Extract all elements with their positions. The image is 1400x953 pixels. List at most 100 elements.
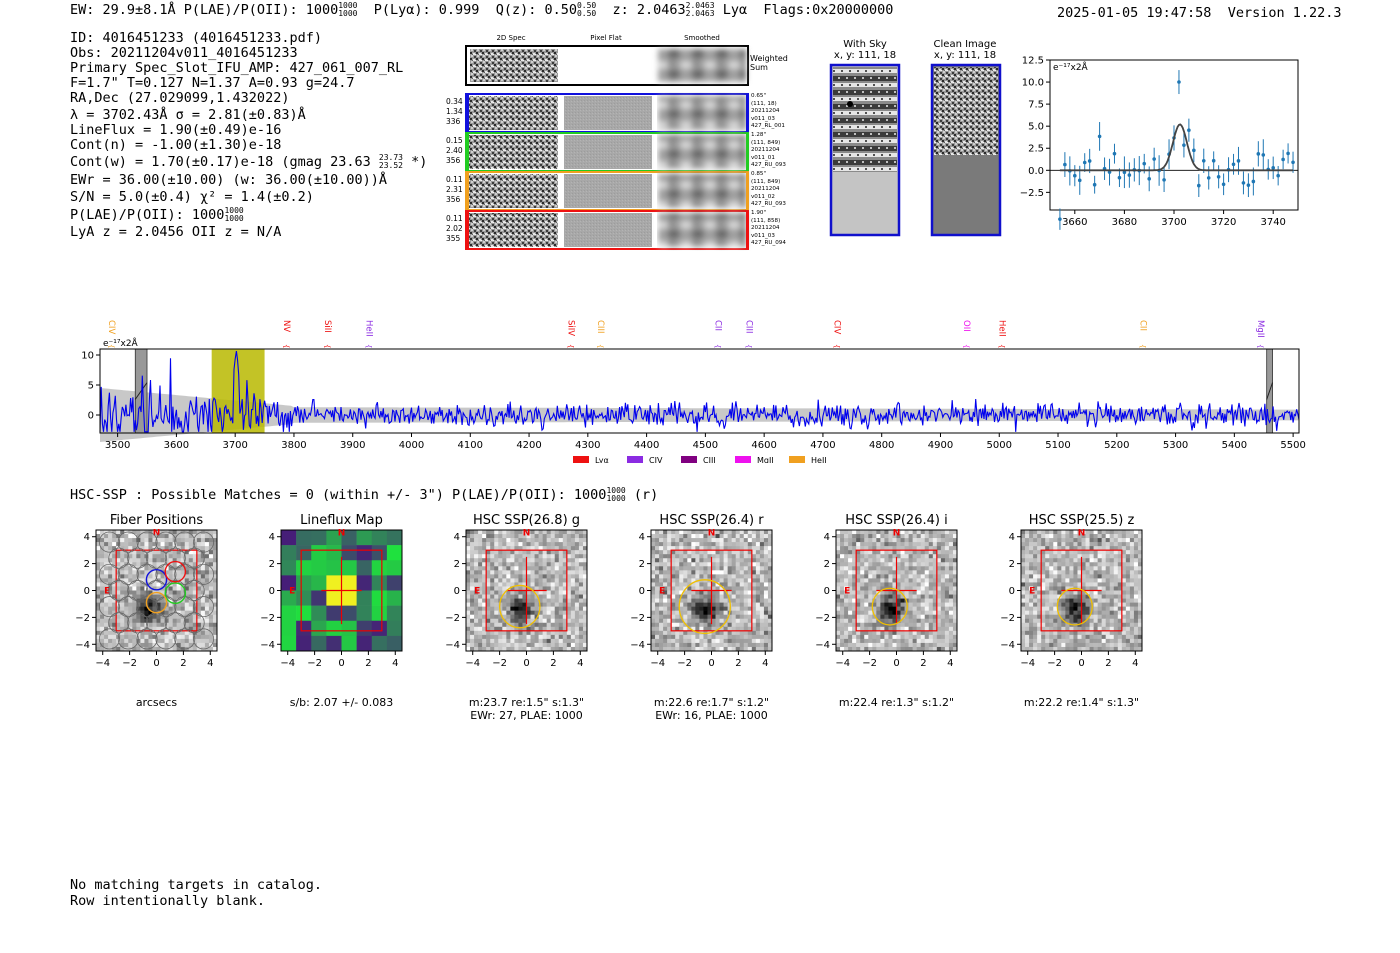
hsc-xtick-label: 0 [338, 658, 344, 669]
zoom-fit-chart: e⁻¹⁷x2Å −2.5 0.0 2.5 5.0 7.5 10.0 12.5 3660 3680 3… [1020, 56, 1299, 230]
spectrum-xtick-label: 4500 [693, 440, 718, 451]
cutout-row-right-label: 0.65" (111, 18) 20211204 v011_03 427_RL_001 [751, 93, 785, 131]
hsc-ytick-label: −2 [445, 613, 460, 624]
cutout-col-title-0: 2D Spec [496, 34, 526, 42]
hsc-ytick-label: −2 [260, 613, 275, 624]
cutout-row-left-label: 0.11 2.31 356 [446, 175, 463, 205]
hsc-ytick-label: 4 [269, 532, 275, 543]
zoom-xtick-label: 3660 [1062, 217, 1087, 228]
svg-text:{: { [1256, 344, 1264, 348]
info-contn: Cont(n) = -1.00(±1.30)e-18 [70, 137, 282, 153]
hsc-ytick-label: 0 [824, 586, 830, 597]
hsc-image-pixels [651, 530, 773, 652]
cutout-left-value: 2.40 [446, 146, 463, 155]
sky-images [829, 63, 1002, 237]
hsc-ytick-label: −4 [1000, 640, 1015, 651]
header-qz: Q(z): 0.50 [495, 2, 577, 18]
footer-line-1: No matching targets in catalog. [70, 877, 322, 893]
cutout-row [465, 132, 749, 172]
hsc-search-box [1040, 549, 1123, 632]
cutout-right-value: v011_03 [751, 115, 775, 122]
zoom-data-point [1271, 166, 1275, 170]
info-lambda: λ = 3702.43Å σ = 2.81(±0.83)Å [70, 107, 306, 123]
zoom-ytick-label: −2.5 [1020, 188, 1044, 199]
info-contw-fraction: 23.73 23.52 [378, 153, 403, 170]
zoom-data-point [1122, 170, 1127, 175]
weighted-sum-label: Weighted Sum [750, 54, 788, 72]
hsc-panel-caption: m:23.7 re:1.5" s:1.3" EWr: 27, PLAE: 1000 [446, 696, 607, 722]
spectrum-line-marker: CIII [595, 320, 605, 333]
svg-text:{: { [713, 344, 721, 348]
spectrum-line-marker: SiIV [565, 320, 575, 336]
cutout-row-left-label: 0.34 1.34 336 [446, 97, 463, 127]
spectrum-xtick-label: 4700 [810, 440, 835, 451]
zoom-data-point [1256, 152, 1261, 156]
hsc-panel-image: N E −4 −4 −2 −2 0 0 2 2 4 4 [815, 528, 958, 669]
cutout-left-value: 2.02 [446, 224, 463, 233]
spectrum-line-marker: OII [961, 320, 971, 332]
cutout-right-value: 1.90" [751, 210, 767, 216]
cutout-row-right-label: 1.90" (111, 858) 20211204 v011_03 427_RU_094 [751, 210, 786, 248]
svg-text:{: { [833, 344, 841, 348]
hsc-xtick-label: 2 [180, 658, 186, 669]
hsc-panel-image: N E −4 −4 −2 −2 0 0 2 2 4 4 [1000, 528, 1143, 669]
header-z: z: 2.0463 [612, 2, 686, 18]
svg-text:{: { [997, 344, 1005, 348]
info-plae-fraction: 1000 1000 [224, 206, 244, 223]
with-sky-image [829, 63, 901, 237]
east-label: E [659, 587, 665, 597]
hsc-ytick-label: −2 [630, 613, 645, 624]
hsc-ytick-label: 0 [639, 586, 645, 597]
zoom-ylabel: e⁻¹⁷x2Å [1053, 61, 1089, 73]
zoom-data-point [1246, 183, 1251, 187]
info-fit: F=1.7" T=0.127 N=1.37 A=0.93 g=24.7 [70, 75, 355, 91]
zoom-xtick-label: 3680 [1112, 217, 1137, 228]
cutout-left-value: 0.34 [446, 97, 463, 106]
spectrum-line-marker: NV [281, 320, 291, 332]
hsc-search-box [670, 549, 753, 632]
zoom-ytick-label: 12.5 [1022, 56, 1044, 67]
hsc-xtick-label: 4 [947, 658, 953, 669]
spectrum-ytick-label: 10 [81, 351, 94, 362]
hsc-panel-image: N E −4 −4 −2 −2 0 0 2 2 4 4 [75, 528, 218, 669]
zoom-data-point [1241, 181, 1246, 185]
header-ew-plae: EW: 29.9±8.1Å P(LAE)/P(OII): 1000 [70, 2, 339, 18]
info-primary: Primary Spec_Slot_IFU_AMP: 427_061_007_R… [70, 60, 404, 76]
cutout-left-value: 0.11 [446, 214, 463, 223]
hsc-panel: HSC SSP(25.5) z N E −4 −4 −2 −2 0 0 2 2 4 4 m:22.2 re… [995, 513, 1170, 723]
hsc-panel: Lineflux Map N E −4 −4 −2 −2 0 0 2 2 4 4 s/b: 2.07 +/… [255, 513, 430, 723]
zoom-ytick-label: 5.0 [1028, 122, 1044, 133]
zoom-data-point [1201, 158, 1206, 163]
zoom-data-point [1261, 153, 1266, 157]
cutout-right-value: v011_01 [751, 154, 775, 161]
hsc-xtick-label: −2 [677, 658, 692, 669]
spectrum-line-marker: CII [1137, 320, 1147, 331]
zoom-xtick-label: 3740 [1260, 217, 1285, 228]
spectrum-xtick-label: 4200 [516, 440, 541, 451]
cutout-right-value: v011_02 [751, 193, 775, 200]
hsc-panel-title: HSC SSP(26.4) i [845, 513, 948, 528]
cutout-smoothed [658, 213, 746, 247]
hsc-caption-line-2: EWr: 27, PLAE: 1000 [470, 709, 583, 722]
cutout-right-value: (111, 858) [751, 217, 781, 224]
legend-label: CIV [649, 456, 663, 463]
cutout-row [465, 93, 749, 133]
hsc-search-box [115, 549, 198, 632]
header-version: Version 1.22.3 [1227, 5, 1342, 21]
zoom-data-point [1162, 178, 1166, 182]
cutout-pixel-flat [564, 174, 652, 208]
cutout-right-value: 0.65" [751, 93, 767, 99]
cutout-row-right-label: 0.85" (111, 849) 20211204 v011_02 427_RU_093 [751, 171, 786, 209]
fiber-highlight [164, 560, 187, 583]
aperture-ellipse [871, 587, 908, 626]
zoom-data-points [1058, 70, 1295, 230]
cutout-left-value: 0.11 [446, 175, 463, 184]
legend-swatch [573, 456, 589, 463]
legend-label: Lyα [595, 456, 609, 463]
hsc-panel: Fiber Positions N E −4 −4 −2 −2 0 0 2 2 4 4 arcsecs [70, 513, 245, 723]
hsc-caption-line-1: m:22.6 re:1.7" s:1.2" [653, 696, 770, 709]
hsc-xtick-label: −2 [1047, 658, 1062, 669]
full-spectrum-chart: e⁻¹⁷x2Å 0 5 10 3500 3600 3700 3800 3900 4000 4100 4… [81, 320, 1306, 463]
spectrum-line-marker: MgII [1255, 320, 1265, 338]
hsc-xtick-label: 4 [207, 658, 213, 669]
